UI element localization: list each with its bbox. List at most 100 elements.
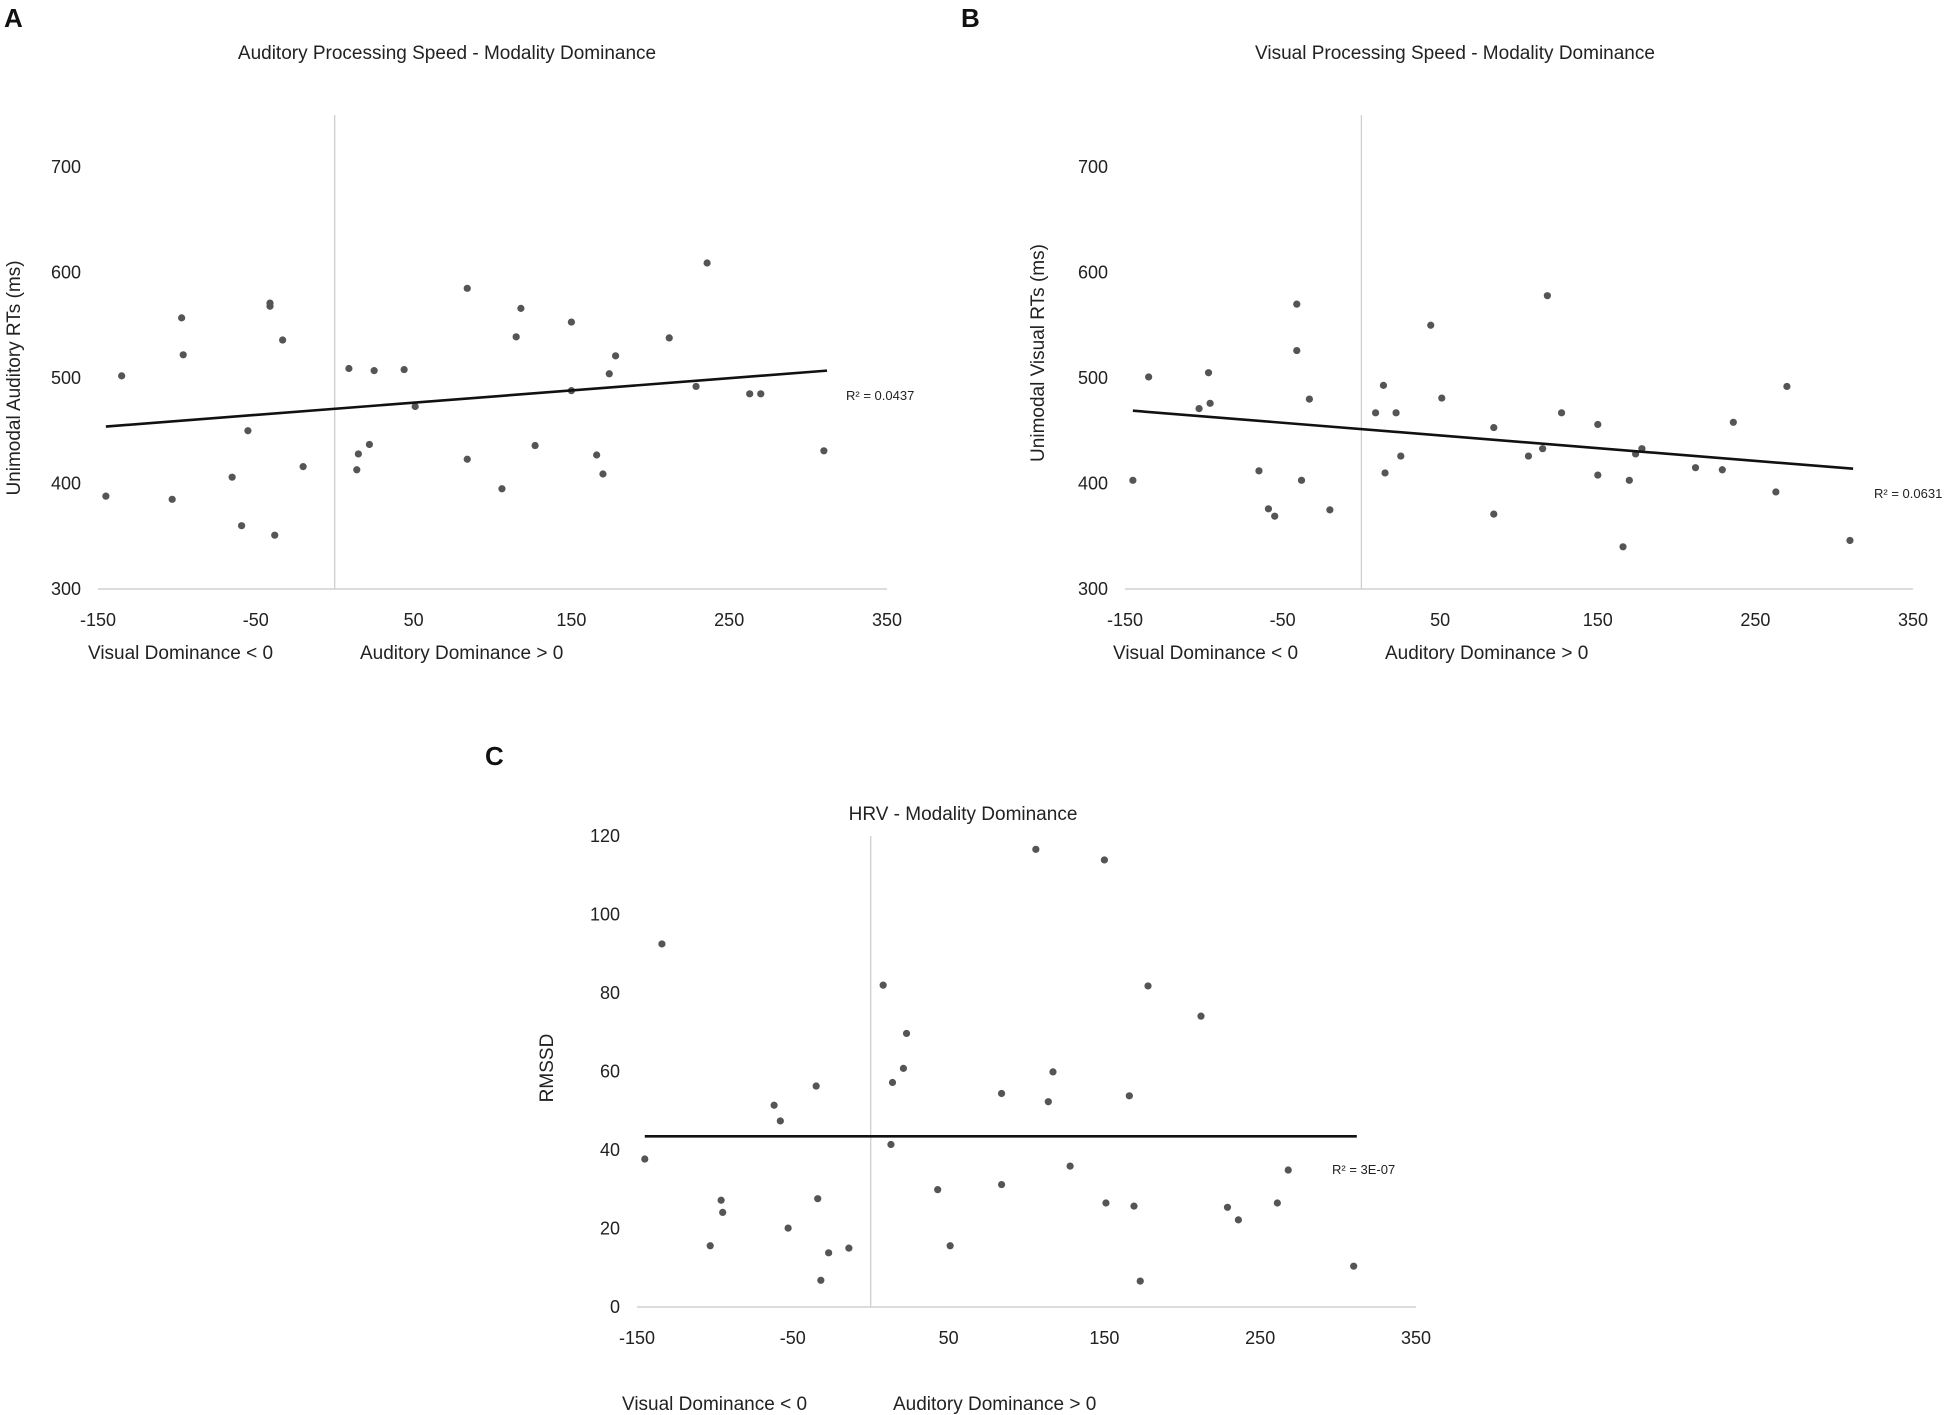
scatter-point — [244, 427, 252, 435]
scatter-point — [1729, 418, 1737, 426]
scatter-point — [1066, 1162, 1074, 1170]
y-tick-label: 80 — [600, 983, 620, 1003]
scatter-point — [770, 1101, 778, 1109]
scatter-point — [531, 441, 539, 450]
x-tick-label: 250 — [1740, 610, 1770, 630]
scatter-point — [1619, 543, 1627, 551]
scatter-point — [353, 466, 361, 474]
chart-panel-a: Auditory Processing Speed - Modality Dom… — [4, 43, 914, 664]
scatter-point — [1543, 292, 1551, 300]
scatter-point — [812, 1082, 820, 1090]
y-tick-label: 400 — [1078, 474, 1108, 494]
trendline — [1132, 409, 1854, 471]
y-tick-label: 300 — [1078, 579, 1108, 599]
scatter-point — [1255, 467, 1263, 475]
x-tick-label: 50 — [1430, 610, 1450, 630]
scatter-point — [517, 304, 525, 312]
scatter-point — [279, 336, 287, 344]
scatter-point — [1144, 982, 1152, 990]
y-tick-label: 700 — [51, 157, 81, 177]
x-tick-label: 250 — [1245, 1328, 1275, 1348]
y-tick-label: 0 — [610, 1297, 620, 1317]
scatter-point — [178, 314, 186, 322]
scatter-point — [845, 1244, 853, 1252]
scatter-point — [1846, 536, 1854, 545]
x-tick-label: 50 — [939, 1328, 959, 1348]
y-tick-label: 40 — [600, 1140, 620, 1160]
x-tick-label: 50 — [404, 610, 424, 630]
scatter-point — [1049, 1068, 1057, 1076]
y-axis-title: Unimodal Auditory RTs (ms) — [4, 260, 25, 495]
y-axis-title: RMSSD — [537, 1034, 558, 1103]
scatter-point — [1539, 445, 1547, 453]
scatter-point — [997, 1089, 1006, 1098]
scatter-point — [118, 372, 126, 380]
x-tick-label: 350 — [872, 610, 902, 630]
chart-title: Visual Processing Speed - Modality Domin… — [1255, 43, 1655, 64]
scatter-point — [271, 531, 279, 539]
scatter-point — [1427, 321, 1435, 329]
auditory-dominance-label: Auditory Dominance > 0 — [1385, 643, 1588, 664]
scatter-point — [1379, 381, 1388, 389]
scatter-point — [703, 259, 711, 267]
scatter-point — [1594, 471, 1602, 479]
scatter-point — [1783, 382, 1791, 391]
scatter-point — [1100, 856, 1108, 864]
scatter-point — [1772, 488, 1780, 496]
scatter-point — [1273, 1199, 1281, 1207]
y-tick-label: 100 — [590, 905, 620, 925]
x-tick-label: -50 — [243, 610, 269, 630]
scatter-point — [1102, 1199, 1110, 1207]
scatter-point — [463, 455, 471, 463]
y-tick-label: 20 — [600, 1219, 620, 1239]
scatter-point — [1490, 510, 1498, 518]
scatter-point — [888, 1078, 897, 1087]
scatter-point — [605, 370, 613, 378]
x-tick-label: 250 — [714, 610, 744, 630]
scatter-point — [1381, 469, 1389, 477]
scatter-point — [400, 365, 408, 374]
scatter-point — [665, 334, 673, 342]
chart-panel-c: HRV - Modality Dominance 0 20 40 60 80 100 120 -… — [537, 804, 1431, 1415]
scatter-point — [1524, 452, 1533, 460]
scatter-point — [1594, 420, 1602, 429]
scatter-point — [784, 1224, 792, 1232]
scatter-point — [1625, 476, 1633, 484]
y-tick-label: 600 — [51, 263, 81, 283]
y-tick-label: 500 — [1078, 368, 1108, 388]
scatter-point — [1223, 1203, 1232, 1211]
scatter-point — [1293, 346, 1301, 355]
scatter-point — [934, 1186, 942, 1194]
scatter-point — [611, 352, 620, 360]
scatter-point — [1044, 1098, 1052, 1106]
chart-title: Auditory Processing Speed - Modality Dom… — [238, 43, 656, 64]
y-tick-label: 300 — [51, 579, 81, 599]
scatter-point — [946, 1242, 954, 1250]
scatter-point — [593, 451, 601, 459]
auditory-dominance-label: Auditory Dominance > 0 — [360, 643, 563, 664]
y-axis-title: Unimodal Visual RTs (ms) — [1028, 244, 1049, 462]
scatter-point — [817, 1276, 825, 1284]
auditory-dominance-label: Auditory Dominance > 0 — [893, 1394, 1096, 1415]
x-tick-label: -150 — [80, 610, 116, 630]
scatter-point — [228, 473, 236, 481]
scatter-point — [814, 1195, 822, 1203]
scatter-point — [266, 299, 274, 307]
trendline — [105, 369, 828, 428]
scatter-point — [1197, 1012, 1205, 1020]
scatter-point — [1204, 369, 1213, 377]
scatter-point — [1032, 845, 1040, 853]
scatter-point — [1293, 300, 1301, 308]
scatter-point — [299, 463, 307, 471]
scatter-point — [1438, 394, 1446, 402]
scatter-point — [706, 1242, 714, 1250]
r-squared-label: R² = 3E-07 — [1332, 1162, 1395, 1177]
r-squared-label: R² = 0.0437 — [846, 388, 914, 403]
scatter-point — [411, 402, 419, 411]
scatter-point — [1718, 466, 1726, 474]
panel-letter-a: A — [4, 3, 23, 33]
scatter-point — [1206, 399, 1214, 407]
panel-letter-c: C — [485, 741, 504, 771]
scatter-point — [1234, 1216, 1242, 1224]
y-tick-label: 600 — [1078, 263, 1108, 283]
